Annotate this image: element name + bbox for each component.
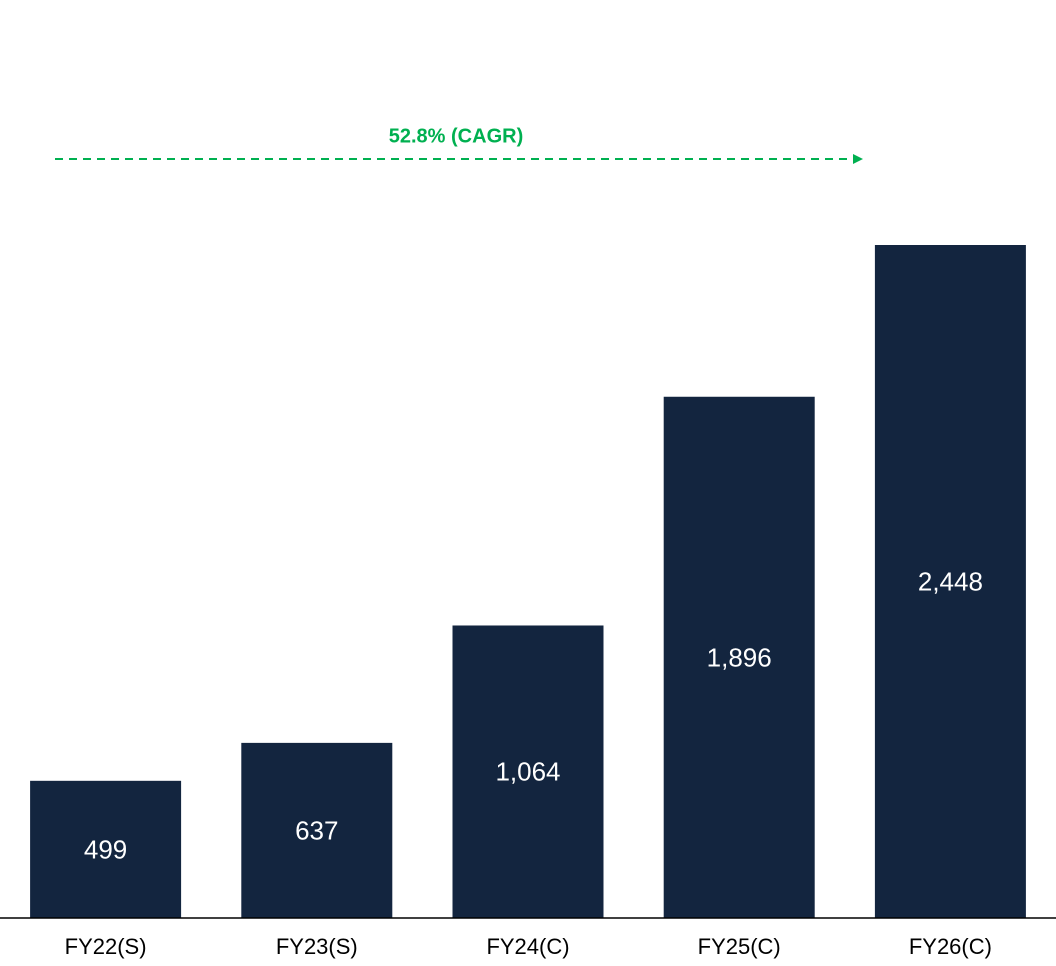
annotation: 52.8% (CAGR) bbox=[389, 125, 523, 147]
value-label: 2,448 bbox=[918, 566, 983, 596]
value-label: 1,064 bbox=[495, 757, 560, 787]
x-tick-label: FY22(S) bbox=[65, 934, 147, 959]
x-tick-label: FY24(C) bbox=[486, 934, 569, 959]
value-label: 1,896 bbox=[707, 642, 772, 672]
x-tick-label: FY23(S) bbox=[276, 934, 358, 959]
bar bbox=[30, 780, 182, 918]
x-tick-label: FY25(C) bbox=[698, 934, 781, 959]
bar bbox=[663, 396, 815, 919]
x-tick-label: FY26(C) bbox=[909, 934, 992, 959]
bar bbox=[241, 742, 393, 918]
value-label: 637 bbox=[295, 815, 338, 845]
bar bbox=[452, 625, 604, 918]
bar bbox=[874, 245, 1026, 918]
value-label: 499 bbox=[84, 834, 127, 864]
